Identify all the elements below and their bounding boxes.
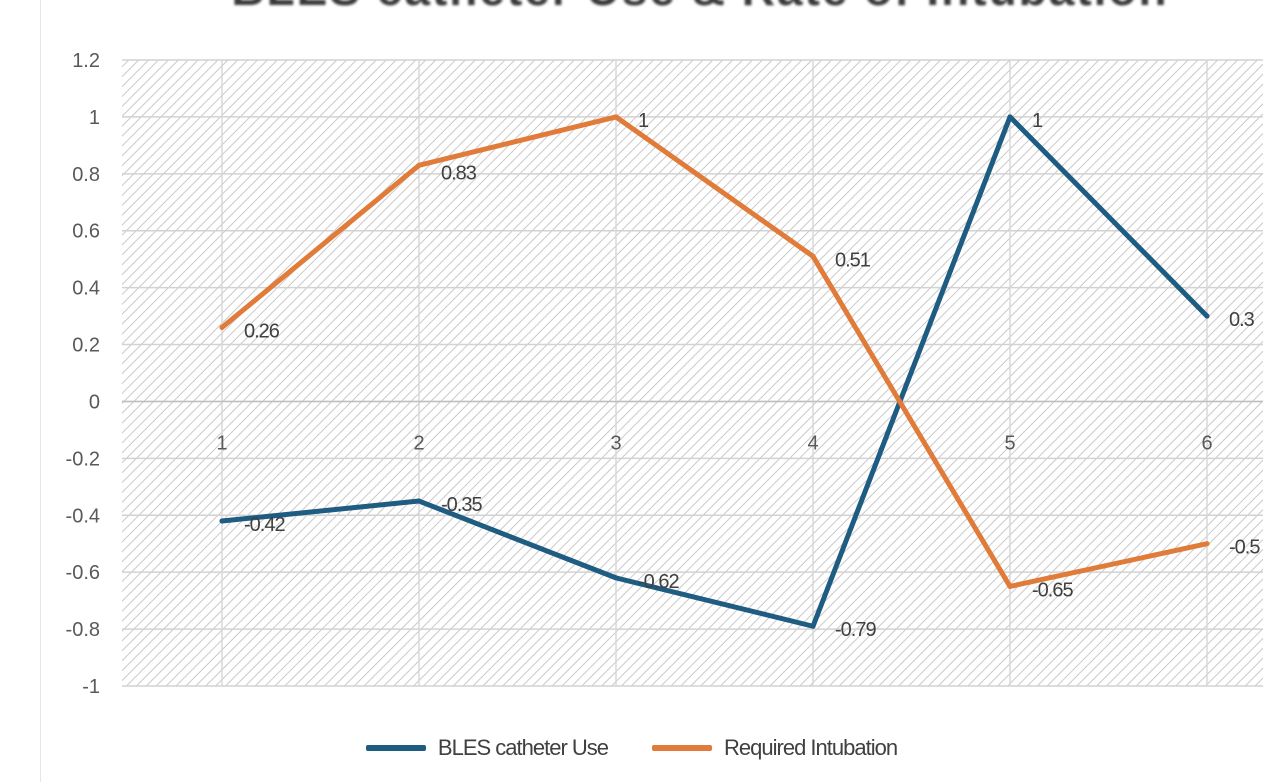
y-tick-label: 1 (89, 107, 100, 129)
data-label: 1 (1032, 110, 1043, 132)
legend-label-intubation: Required Intubation (724, 735, 898, 760)
data-point (416, 162, 422, 168)
x-tick-label: 5 (1004, 432, 1015, 454)
y-tick-label: 0 (89, 391, 100, 413)
data-point (1007, 114, 1013, 120)
y-tick-label: 0.4 (72, 278, 100, 300)
legend-label-bles: BLES catheter Use (437, 735, 609, 760)
data-point (219, 518, 225, 524)
data-label: -0.62 (638, 571, 679, 593)
x-tick-label: 2 (413, 432, 424, 454)
data-label: 1 (638, 110, 649, 132)
chart-title: BLES catheter Use & Rate of Intubation (150, 0, 1250, 16)
y-tick-label: -0.2 (66, 448, 100, 470)
legend-swatch-bles (365, 745, 426, 751)
data-point (810, 253, 816, 259)
y-tick-label: -0.4 (66, 505, 100, 527)
data-point (810, 623, 816, 629)
x-tick-label: 6 (1201, 432, 1212, 454)
y-tick-label: 0.8 (72, 164, 100, 186)
data-point (1007, 583, 1013, 589)
series-line-bles (219, 114, 1210, 629)
y-tick-label: 1.2 (72, 50, 100, 72)
data-point (613, 575, 619, 581)
x-tick-label: 1 (216, 432, 227, 454)
data-label: 0.3 (1229, 309, 1255, 331)
frame-edge (40, 0, 41, 782)
data-point (219, 324, 225, 330)
x-tick-label: 3 (610, 432, 621, 454)
data-point (1204, 541, 1210, 547)
data-label: -0.35 (441, 494, 482, 516)
plot-area (122, 60, 1263, 686)
legend-item-bles: BLES catheter Use (365, 735, 609, 761)
legend-item-intubation: Required Intubation (652, 735, 898, 761)
data-point (1204, 313, 1210, 319)
data-label: 0.83 (441, 162, 477, 184)
legend-swatch-intubation (652, 745, 713, 751)
y-tick-label: 0.2 (72, 335, 100, 357)
data-label: -0.79 (835, 619, 876, 641)
x-tick-label: 4 (807, 432, 818, 454)
data-point (613, 114, 619, 120)
data-label: 0.51 (835, 249, 871, 271)
chart-legend: BLES catheter Use Required Intubation (0, 735, 1263, 761)
data-label: -0.65 (1032, 579, 1073, 601)
data-label: -0.5 (1229, 537, 1260, 559)
y-tick-label: -0.8 (66, 619, 100, 641)
data-point (416, 498, 422, 504)
data-label: 0.26 (244, 320, 280, 342)
data-label: -0.42 (244, 514, 285, 536)
y-tick-label: -1 (82, 676, 100, 698)
y-tick-label: -0.6 (66, 562, 100, 584)
series-line-intubation (219, 114, 1210, 589)
y-tick-label: 0.6 (72, 221, 100, 243)
